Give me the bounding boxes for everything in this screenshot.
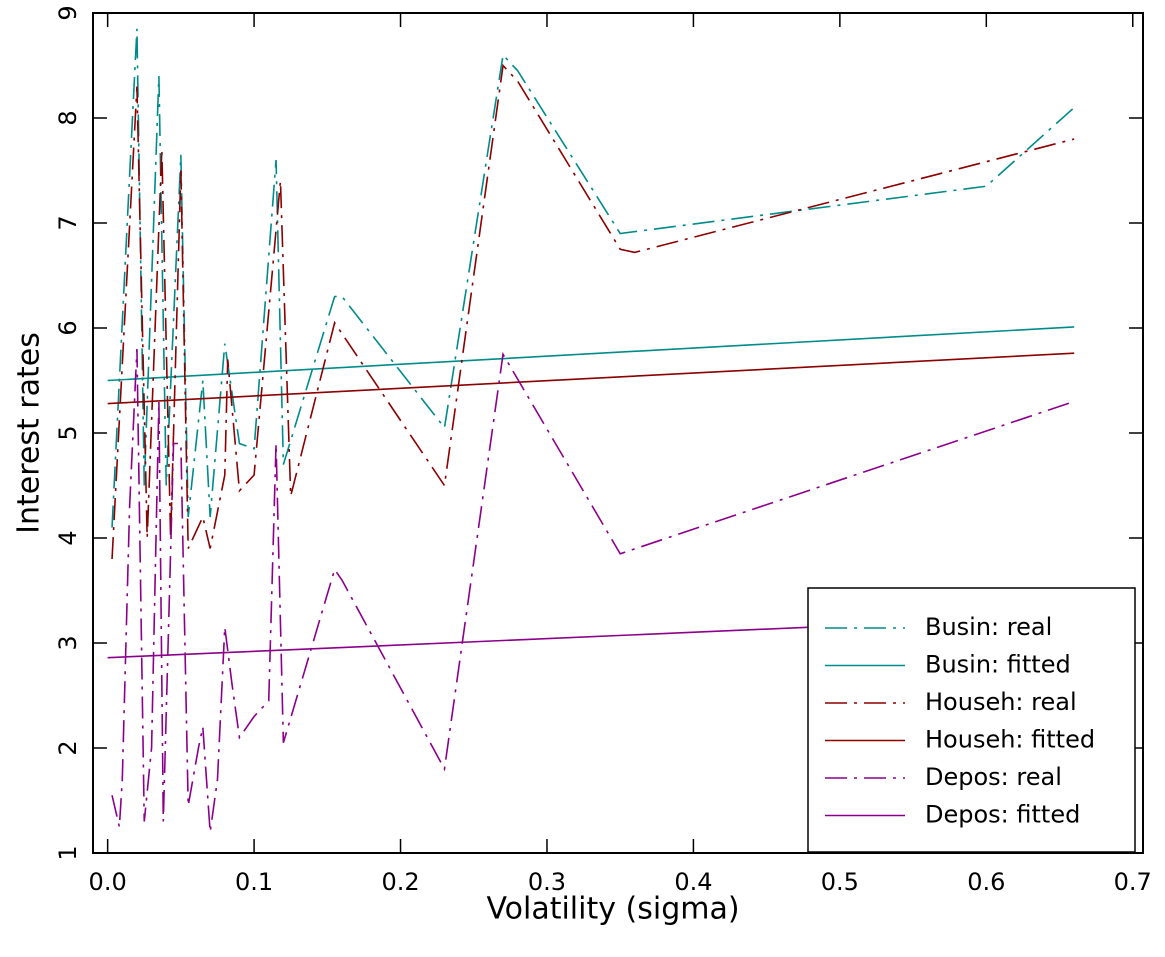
y-tick-label: 9	[54, 5, 82, 20]
x-tick-label: 0.2	[381, 868, 419, 896]
x-tick-label: 0.3	[528, 868, 566, 896]
y-tick-label: 3	[54, 635, 82, 650]
legend-label: Househ: real	[925, 688, 1077, 716]
x-tick-label: 0.7	[1114, 868, 1152, 896]
legend-box	[807, 587, 1136, 853]
x-axis-label: Volatility (sigma)	[486, 892, 739, 927]
y-tick-label: 8	[54, 110, 82, 125]
series-line	[111, 348, 1075, 833]
x-tick-label: 0.4	[674, 868, 712, 896]
y-tick-label: 1	[54, 845, 82, 860]
series-line	[107, 326, 1075, 382]
legend-label: Busin: fitted	[925, 651, 1071, 679]
legend-label: Depos: fitted	[925, 801, 1080, 829]
legend-label: Househ: fitted	[925, 726, 1095, 754]
series-line	[111, 28, 1075, 528]
x-tick-label: 0.5	[821, 868, 859, 896]
legend-label: Busin: real	[925, 613, 1052, 641]
series-line	[107, 352, 1075, 405]
y-tick-label: 4	[54, 530, 82, 545]
y-axis-label: Interest rates	[12, 332, 47, 534]
series-line	[111, 63, 1075, 560]
y-tick-label: 7	[54, 215, 82, 230]
legend-label: Depos: real	[925, 763, 1062, 791]
y-tick-label: 2	[54, 740, 82, 755]
y-tick-label: 6	[54, 320, 82, 335]
x-tick-label: 0.0	[89, 868, 127, 896]
x-tick-label: 0.1	[235, 868, 273, 896]
x-tick-label: 0.6	[967, 868, 1005, 896]
y-tick-label: 5	[54, 425, 82, 440]
